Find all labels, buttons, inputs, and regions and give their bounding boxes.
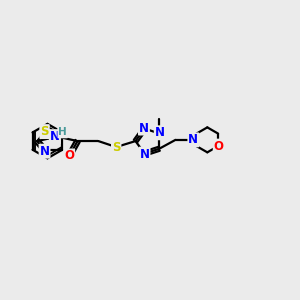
Text: O: O — [64, 149, 74, 162]
Text: N: N — [50, 130, 60, 143]
Text: N: N — [140, 148, 149, 160]
Text: N: N — [188, 134, 198, 146]
Text: N: N — [155, 126, 165, 139]
Text: N: N — [40, 145, 50, 158]
Text: O: O — [214, 140, 224, 153]
Text: H: H — [58, 128, 67, 137]
Text: S: S — [112, 140, 120, 154]
Text: S: S — [40, 125, 49, 138]
Text: N: N — [139, 122, 149, 135]
